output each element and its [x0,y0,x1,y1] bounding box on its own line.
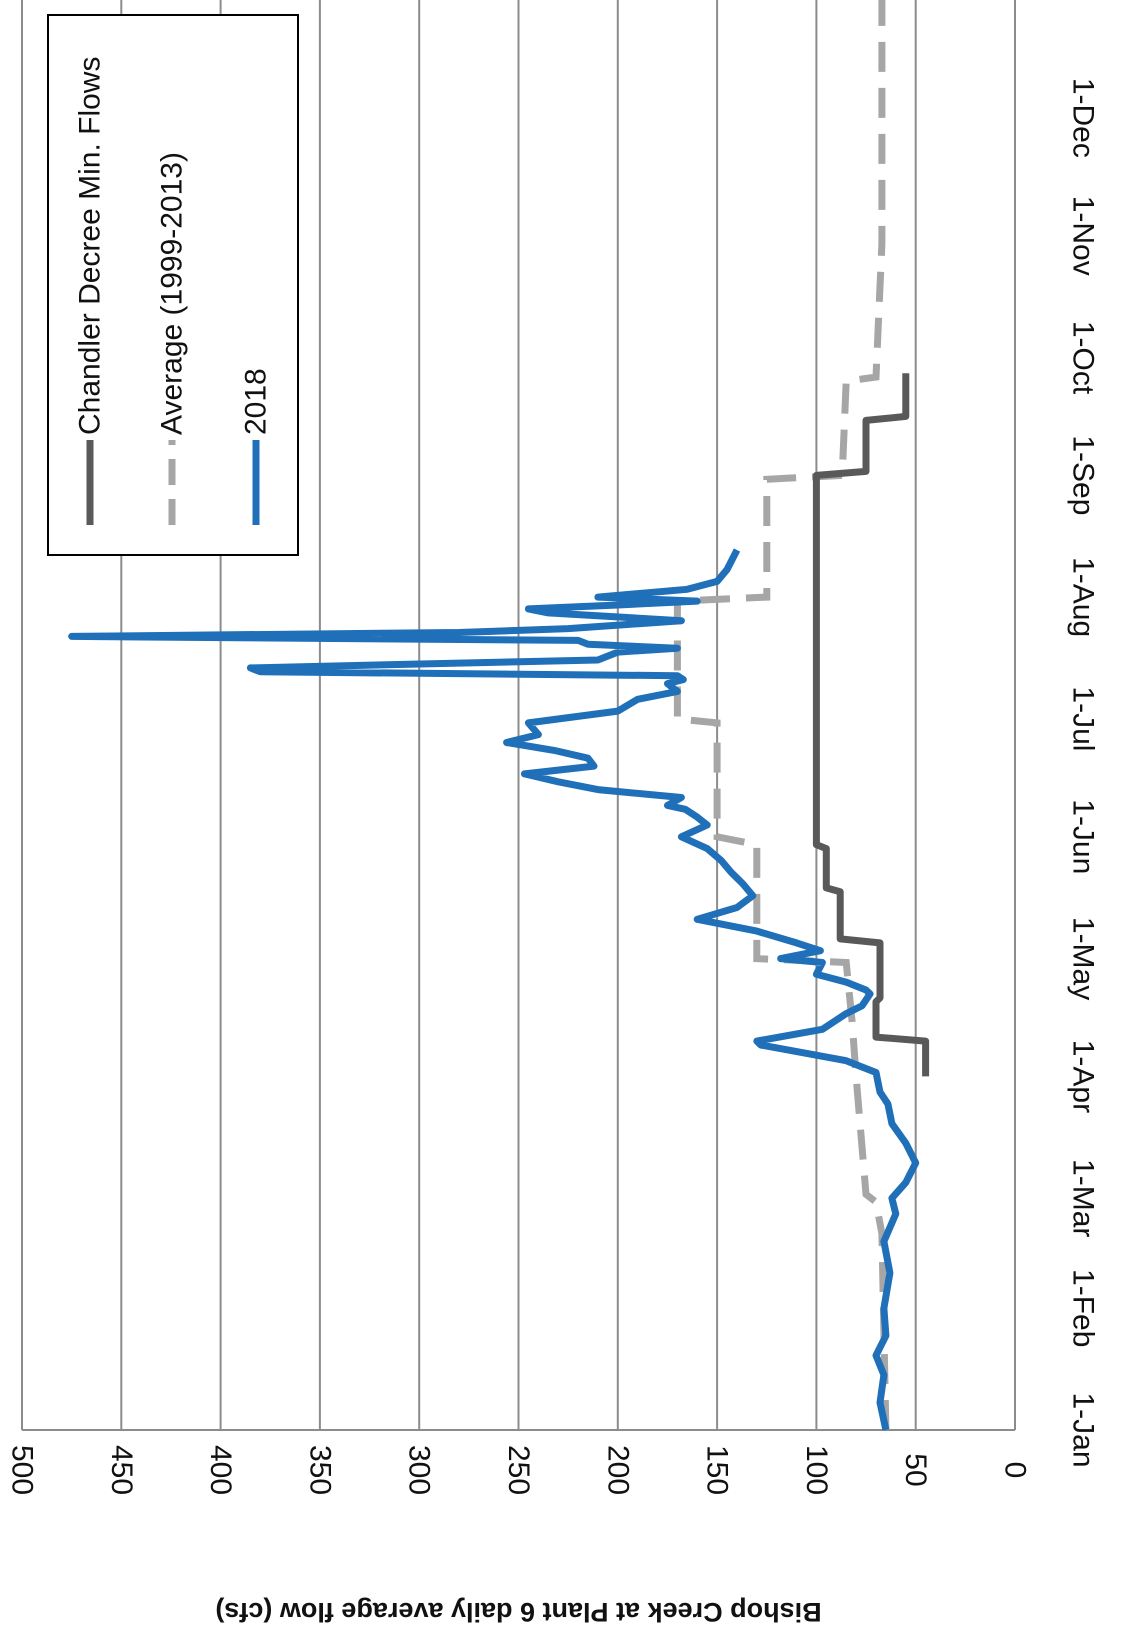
legend-label-1: Average (1999-2013) [156,152,189,435]
y-tick-label: 350 [303,1445,336,1495]
y-tick-label: 0 [999,1462,1032,1479]
x-tick-label: 1-Dec [1067,78,1100,158]
x-tick-label: 1-Jan [1067,1392,1100,1467]
y-tick-label: 100 [800,1445,833,1495]
y-tick-label: 450 [105,1445,138,1495]
y-tick-label: 500 [6,1445,39,1495]
x-tick-label: 1-Feb [1067,1269,1100,1347]
y-tick-label: 300 [403,1445,436,1495]
x-tick-label: 1-Jun [1067,799,1100,874]
y-axis-title: Bishop Creek at Plant 6 daily average fl… [215,1597,821,1627]
plot-frame [21,0,1016,1431]
y-tick-label: 50 [899,1453,932,1486]
x-tick-label: 1-Nov [1067,196,1100,276]
series-layer [68,0,930,1431]
x-tick-label: 1-Aug [1067,557,1100,637]
series-line-1 [673,0,890,1431]
x-tick-label: 1-Apr [1067,1040,1100,1113]
series-line-0 [812,373,930,1077]
x-tick-label: 1-Jul [1067,686,1100,751]
x-tick-label: 1-Sep [1067,435,1100,515]
x-tick-label: 1-Oct [1067,321,1100,395]
y-tick-label: 150 [701,1445,734,1495]
legend: Chandler Decree Min. Flows Average (1999-… [47,14,299,556]
x-axis-ticks: 1-Jan 1-Feb 1-Mar 1-Apr 1-May 1-Jun 1-Jul 1-Aug… [1067,78,1100,1468]
gridlines [120,0,917,1430]
y-tick-label: 250 [502,1445,535,1495]
y-tick-label: 200 [601,1445,634,1495]
series-line-2 [68,548,920,1431]
x-tick-label: 1-Mar [1067,1159,1100,1237]
legend-label-0: Chandler Decree Min. Flows [74,57,107,435]
x-tick-label: 1-May [1067,917,1100,1000]
y-tick-label: 400 [204,1445,237,1495]
legend-label-2: 2018 [240,368,273,435]
y-axis-ticks: 0 50 100 150 200 250 300 350 400 450 500 [6,1445,1032,1495]
